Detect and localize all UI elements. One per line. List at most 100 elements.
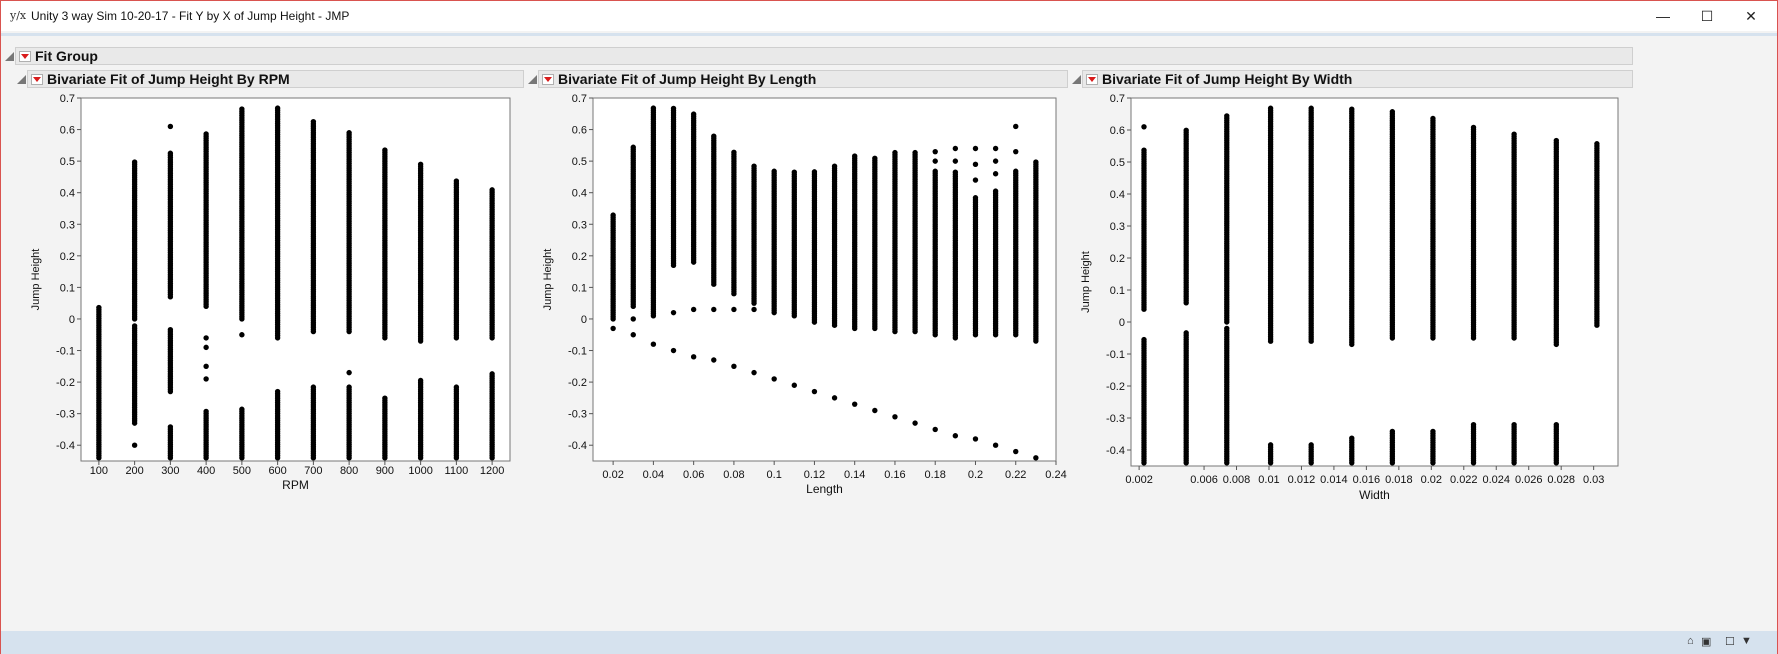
plot-frame [1130,97,1619,467]
y-tick-label: 0.2 [1110,253,1125,265]
red-triangle-menu-icon[interactable] [542,74,554,85]
data-column [96,304,102,461]
data-point [1553,422,1560,428]
panel-header-length [538,70,1068,88]
data-column [1183,127,1189,466]
x-tick-label: 800 [340,465,358,477]
panel-header-width [1082,70,1633,88]
disclosure-triangle-icon[interactable] [17,75,26,84]
data-point [1470,124,1477,131]
panel-title-rpm: Bivariate Fit of Jump Height By RPM [47,71,290,87]
data-point [131,159,138,165]
y-tick-label: 0.7 [60,93,75,105]
x-tick-label: 300 [161,465,179,477]
close-button[interactable]: ✕ [1745,7,1757,24]
red-triangle-menu-icon[interactable] [1086,74,1098,85]
data-point [274,388,281,395]
data-point [346,384,352,390]
data-point [310,384,317,390]
status-bar: ⌂ ▣ ☐ ▼ [1,631,1777,654]
y-axis-label: Jump Height [1080,251,1092,313]
y-tick-label: 0.3 [60,219,75,231]
red-triangle-menu-icon[interactable] [31,74,43,85]
y-tick-label: 0.1 [1110,285,1125,297]
minimize-button[interactable]: — [1656,8,1670,24]
data-column [131,159,138,448]
data-point [1141,147,1147,153]
jmp-app-icon: y/x [10,9,27,22]
data-point [203,363,209,370]
red-triangle-menu-icon[interactable] [19,51,31,62]
y-tick-label: 0.4 [60,188,75,200]
x-tick-label: 0.002 [1125,474,1153,486]
y-axis-label: Jump Height [30,249,42,311]
data-point [1224,113,1230,119]
disclosure-triangle-icon[interactable] [1072,75,1081,84]
window-list-icon[interactable]: ▣ [1701,636,1712,648]
x-tick-label: 0.014 [1320,474,1348,486]
data-column [203,131,209,461]
y-tick-label: -0.4 [1106,445,1125,457]
data-point [1389,428,1396,435]
data-column [1594,141,1600,328]
x-tick-label: 0.028 [1547,474,1575,486]
data-column [239,106,245,461]
data-point [167,150,174,156]
data-point [167,123,174,130]
y-tick-label: 0.5 [60,156,75,168]
y-tick-label: -0.2 [1106,381,1125,393]
x-tick-label: 0.024 [1482,474,1510,486]
y-tick-label: 0.6 [1110,125,1125,137]
plot-frame [80,97,511,462]
title-bar: y/x Unity 3 way Sim 10-20-17 - Fit Y by … [1,1,1777,31]
x-tick-label: 0.016 [1353,474,1381,486]
data-point [239,406,245,412]
y-tick-label: 0.5 [1110,157,1125,169]
x-tick-label: 0.01 [1258,474,1279,486]
data-column [1141,124,1147,466]
disclosure-triangle-icon[interactable] [528,75,537,84]
data-point [1430,428,1436,435]
data-point [167,326,174,333]
y-tick-label: 0.4 [1110,189,1125,201]
data-point [203,408,209,415]
x-tick-label: 100 [90,465,108,477]
y-tick-label: -0.1 [56,346,75,358]
x-axis-label: Width [1359,488,1390,502]
y-tick-label: 0 [69,314,75,326]
data-point [203,335,209,341]
x-axis-label: RPM [282,478,309,492]
x-tick-label: 0.006 [1190,474,1218,486]
data-point [203,131,209,137]
data-point [1470,422,1477,428]
data-point [1511,422,1517,428]
data-point [1183,127,1189,134]
x-tick-label: 900 [376,465,394,477]
fit-group-title: Fit Group [35,48,98,64]
disclosure-triangle-icon[interactable] [5,52,14,61]
x-tick-label: 1200 [480,465,504,477]
y-tick-label: -0.1 [1106,349,1125,361]
home-icon[interactable]: ⌂ [1687,635,1694,647]
panel-title-width: Bivariate Fit of Jump Height By Width [1102,71,1353,87]
y-tick-label: -0.3 [56,409,75,421]
y-tick-label: 0 [1119,317,1125,329]
panel-header-rpm [27,70,524,88]
data-column [167,123,174,461]
window-title: Unity 3 way Sim 10-20-17 - Fit Y by X of… [31,9,350,23]
x-tick-label: 0.012 [1288,474,1316,486]
data-point [1308,105,1314,111]
data-point [1389,109,1396,115]
data-point [203,376,209,382]
data-point [1430,115,1436,122]
dropdown-icon[interactable]: ▼ [1741,635,1752,647]
x-tick-label: 0.03 [1583,474,1604,486]
y-tick-label: 0.1 [60,282,75,294]
layout-icon[interactable]: ☐ [1725,636,1735,648]
x-tick-label: 0.008 [1223,474,1251,486]
maximize-button[interactable]: ☐ [1700,7,1714,24]
data-point [1183,330,1189,336]
x-tick-label: 0.02 [1421,474,1442,486]
